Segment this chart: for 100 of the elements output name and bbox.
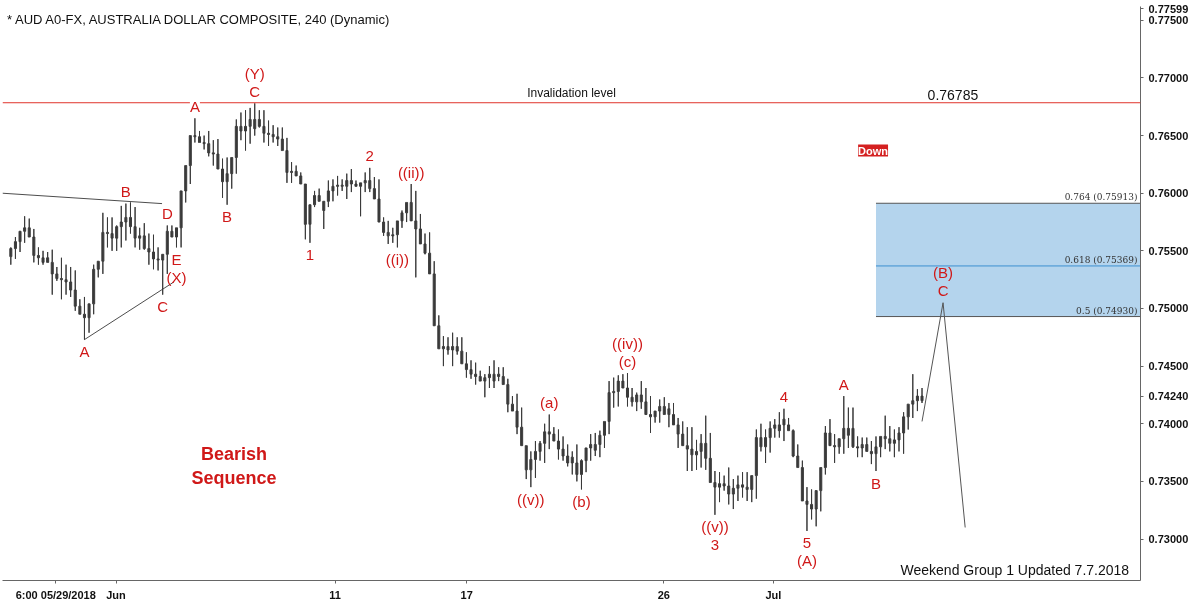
candlestick [428, 231, 432, 275]
candlestick [690, 426, 694, 472]
y-tick-label: 0.77500 [1148, 14, 1189, 27]
candlestick [842, 395, 846, 455]
annotation: 5 [802, 533, 812, 551]
candlestick [363, 171, 367, 193]
annotation: D [161, 205, 173, 222]
candlestick [906, 403, 910, 431]
annotation: A [189, 97, 200, 115]
candlestick [386, 220, 390, 245]
series-label: 0.5 (0.74930) [1076, 305, 1138, 316]
annotation: (a) [540, 394, 559, 412]
candlestick [64, 264, 68, 296]
candlestick [119, 205, 123, 248]
candlestick [271, 124, 275, 144]
candlestick [566, 443, 570, 467]
series-label: 0.764 (0.75913) [1064, 192, 1138, 203]
annotation: ((v)) [701, 518, 729, 536]
candlestick [36, 246, 40, 266]
x-tick-label: 6:00 05/29/2018 [15, 588, 96, 601]
candlestick [32, 228, 36, 263]
annotation: (Y) [244, 64, 265, 82]
candlestick [483, 373, 487, 398]
y-tick-label: 0.75500 [1148, 244, 1189, 257]
candlestick [800, 460, 804, 502]
candlestick [492, 359, 496, 389]
candlestick [455, 336, 459, 356]
candlestick [101, 212, 105, 275]
annotation: ((v)) [517, 490, 545, 508]
candlestick [745, 471, 749, 502]
candlestick [368, 167, 372, 193]
candlestick [184, 165, 188, 203]
y-tick-label: 0.74240 [1148, 390, 1189, 403]
candlestick [409, 183, 413, 222]
annotation: Weekend Group 1 Updated 7.7.2018 [900, 561, 1130, 578]
candlestick [883, 415, 887, 450]
candlestick [299, 171, 303, 185]
annotation: Down [858, 144, 889, 157]
y-tick-label: 0.76000 [1148, 187, 1189, 200]
candlestick [262, 109, 266, 144]
candlestick [515, 393, 519, 435]
candlestick [681, 420, 685, 447]
annotation: B [120, 183, 131, 201]
candlestick [782, 408, 786, 442]
candlestick [639, 380, 643, 410]
annotation: B [222, 208, 233, 226]
annotation: (c) [618, 352, 637, 370]
chart-title: * AUD A0-FX, AUSTRALIA DOLLAR COMPOSITE, 240 (Dynamic) [7, 11, 390, 27]
annotation: Bearish Sequence [191, 444, 277, 489]
annotation: E [171, 250, 182, 268]
ref-line-label: Invalidation level [527, 85, 616, 100]
annotation: C [937, 282, 949, 300]
annotation: 3 [710, 535, 720, 553]
candlestick [345, 173, 349, 200]
x-tick-label: 17 [460, 588, 473, 601]
candlestick [179, 190, 183, 248]
candlestick [796, 443, 800, 469]
candlestick [59, 257, 63, 300]
candlestick [874, 435, 878, 472]
candlestick [423, 233, 427, 255]
annotation: ((i)) [385, 250, 410, 268]
candlestick [405, 201, 409, 223]
y-tick-label: 0.73000 [1148, 533, 1189, 546]
candlestick [879, 435, 883, 458]
candlestick [589, 433, 593, 462]
x-tick-label: Jul [765, 588, 782, 601]
y-tick-label: 0.77599 [1148, 2, 1189, 15]
annotation: 2 [365, 146, 374, 164]
annotation: 4 [779, 387, 789, 405]
candlestick [50, 249, 54, 296]
annotation: (b) [572, 492, 591, 510]
annotation: B [870, 474, 882, 492]
annotation: (B) [933, 264, 954, 282]
candlestick [911, 373, 915, 419]
candlestick [860, 437, 864, 458]
candlestick [418, 213, 422, 245]
candlestick [110, 216, 114, 252]
annotation: (A) [796, 552, 817, 570]
annotation: C [157, 298, 169, 316]
x-tick-label: 26 [657, 588, 670, 601]
candlestick [520, 407, 524, 447]
annotation: (X) [166, 268, 187, 286]
candlestick [27, 218, 31, 238]
candlestick [460, 336, 464, 365]
candlestick [267, 120, 271, 147]
candlestick [133, 206, 137, 248]
y-tick-label: 0.77000 [1148, 71, 1189, 84]
y-tick-label: 0.75000 [1148, 302, 1189, 315]
candlestick [414, 190, 418, 278]
annotation: A [79, 343, 90, 361]
annotation: ((ii)) [397, 163, 425, 181]
annotation: 1 [305, 245, 315, 263]
x-tick-label: 11 [329, 588, 341, 601]
y-tick-label: 0.74500 [1148, 360, 1189, 373]
x-tick-label: Jun [106, 588, 127, 601]
candlestick [313, 190, 317, 208]
candlestick [225, 156, 229, 206]
candlestick [791, 429, 795, 458]
annotation: 0.76785 [927, 86, 979, 103]
series-label: 0.618 (0.75369) [1064, 254, 1138, 265]
